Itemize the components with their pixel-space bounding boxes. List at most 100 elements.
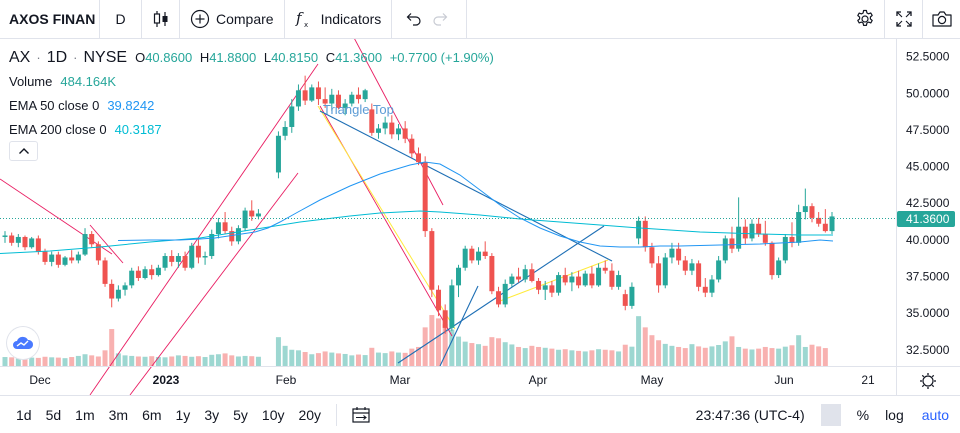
candle [222,212,228,235]
candle-body [749,223,755,239]
date-range-button[interactable] [345,406,377,424]
volume-bar [29,357,35,366]
axis-settings-button[interactable] [920,373,936,389]
volume-bar [69,357,75,366]
volume-bar [215,354,221,366]
volume-bar [762,346,768,366]
candle-body [569,276,575,283]
fullscreen-icon [895,10,913,28]
candle-body [209,234,215,257]
range-1y-button[interactable]: 1y [175,406,191,423]
volume-bar [756,348,762,366]
range-1d-button[interactable]: 1d [16,406,32,423]
volume-bar [509,344,515,366]
candle [209,229,215,259]
candle-body [175,256,181,262]
candle-body [816,217,822,224]
fullscreen-button[interactable] [884,0,922,39]
chart-style-button[interactable] [142,0,180,39]
volume-bar [242,355,248,366]
volume-bar [729,336,735,366]
compare-button[interactable]: Compare [180,0,285,39]
volume-bar [656,340,662,366]
candle [529,263,535,283]
range-10y-button[interactable]: 10y [261,406,285,423]
volume-bar [516,346,522,366]
candle [582,270,588,287]
volume-bar [122,355,128,366]
candle [689,258,695,276]
price-axis-tick-label: 45.0000 [906,160,950,174]
candle [55,251,61,268]
gear-icon [855,9,875,29]
volume-bar [249,356,255,366]
candle [682,256,688,276]
volume-bar [462,341,468,366]
auto-scale-toggle[interactable]: auto [921,406,949,423]
candle-body [649,247,655,264]
interval-button[interactable]: D [100,0,142,39]
candle-body [82,234,88,255]
range-3m-button[interactable]: 3m [108,406,129,423]
undo-icon[interactable] [404,11,422,27]
low-label: L [263,50,272,65]
clock-timezone[interactable]: 23:47:36 (UTC-4) [695,406,805,423]
candle [622,289,628,311]
time-axis-tick-label: May [641,373,664,387]
range-6m-button[interactable]: 6m [142,406,162,423]
candle-body [222,222,228,232]
legend-collapse-button[interactable] [9,141,38,161]
candle-body [422,162,428,232]
candle-body [329,94,335,104]
candle [2,231,8,243]
volume-bar [102,350,108,366]
bottom-toolbar: 1d 5d 1m 3m 6m 1y 3y 5y 10y 20y 23:47:36… [0,395,960,433]
tradingview-logo[interactable] [7,327,39,359]
range-20y-button[interactable]: 20y [298,406,322,423]
volume-bar [329,352,335,366]
range-5d-button[interactable]: 5d [45,406,62,423]
screenshot-button[interactable] [922,0,960,39]
redo-icon[interactable] [432,11,450,27]
ema200-legend-row[interactable]: EMA 200 close 0 40.3187 [9,118,494,142]
candle [389,115,395,139]
log-scale-toggle[interactable]: log [885,406,904,423]
range-5y-button[interactable]: 5y [233,406,248,423]
candle-body [829,216,835,232]
candle-body [375,128,381,133]
candle [175,253,181,268]
candle [549,280,555,298]
price-chart[interactable]: Triangle Top 52.5000 50.0000 47.5000 45.000… [0,33,960,396]
volume-bar [55,357,61,366]
volume-bar [355,354,361,366]
triangle-top-label[interactable]: Triangle Top [323,102,394,117]
range-3y-button[interactable]: 3y [204,406,220,423]
pattern-line [89,63,319,396]
candle-body [315,87,321,100]
candle-body [442,310,448,328]
symbol-legend-row[interactable]: AX · 1D · NYSE O40.8600 H41.8800 L40.815… [9,46,494,70]
price-axis-tick-label: 32.5000 [906,343,950,357]
volume-bar [676,346,682,366]
ema50-legend-row[interactable]: EMA 50 close 0 39.8242 [9,94,494,118]
volume-bar [496,338,502,366]
candle-body [29,238,35,248]
candle-body [536,280,542,290]
candle [496,286,502,308]
settings-button[interactable] [846,0,884,39]
percent-scale-toggle[interactable]: % [856,406,870,423]
candle [109,279,115,308]
candle [796,204,802,246]
candle [822,209,828,233]
chart-pane[interactable]: Triangle Top 52.5000 50.0000 47.5000 45.000… [0,33,960,396]
volume-legend-row[interactable]: Volume 484.164K [9,70,494,94]
symbol-search-button[interactable]: AXOS FINAN [0,0,100,39]
candle-body [756,223,762,235]
candle [482,241,488,259]
candle-body [469,248,475,261]
range-1m-button[interactable]: 1m [75,406,95,423]
change-value: +0.7700 (+1.90%) [389,50,494,65]
candle-body [22,236,28,248]
